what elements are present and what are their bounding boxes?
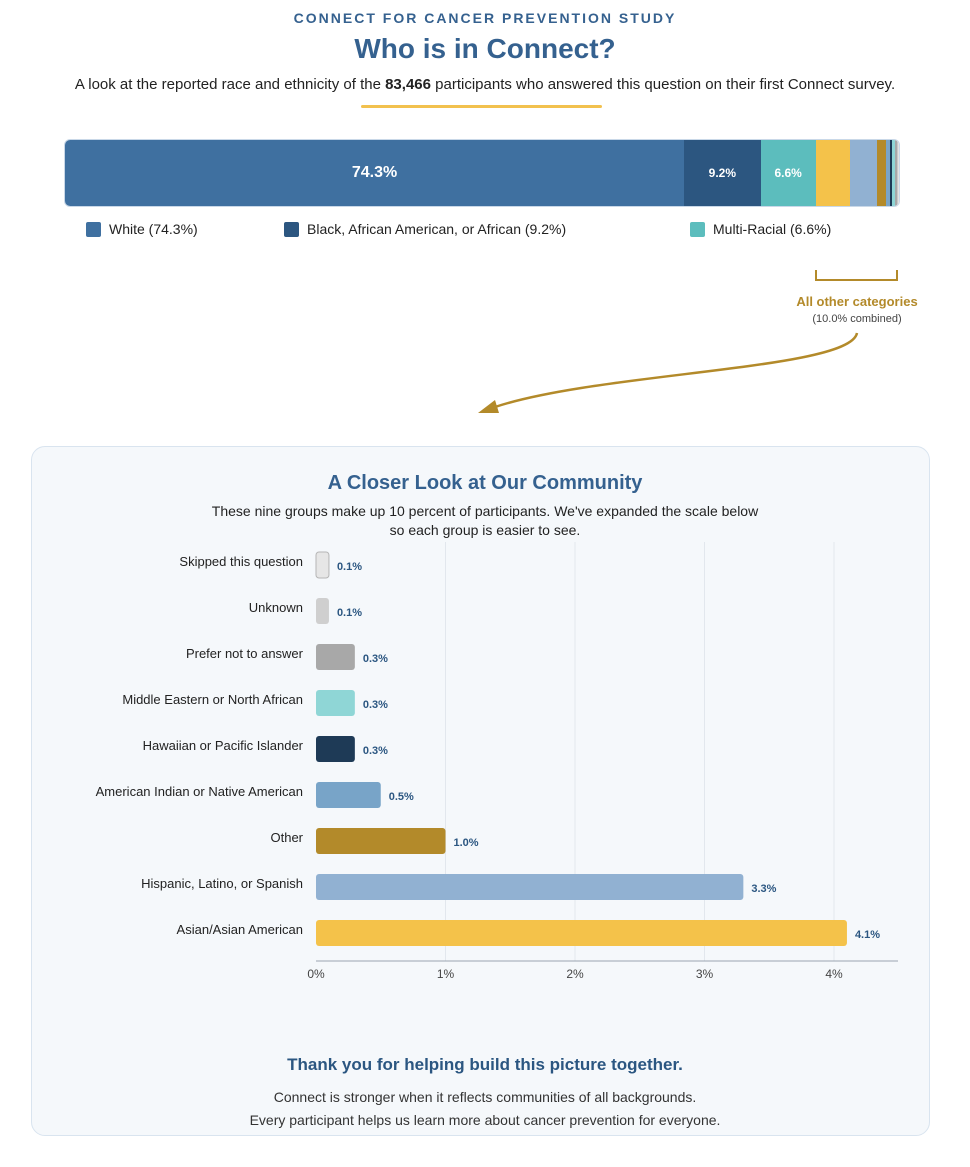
- category-label-3: Middle Eastern or North African: [122, 692, 303, 707]
- bar-3: [316, 690, 355, 716]
- x-tick-label-2: 2%: [566, 967, 584, 981]
- page-subtitle: A look at the reported race and ethnicit…: [0, 76, 970, 93]
- stacked-segment-3: [815, 140, 850, 206]
- stacked-segment-label-1: 9.2%: [708, 166, 737, 180]
- stacked-segment-7: [889, 140, 893, 206]
- other-categories-sublabel: (10.0% combined): [812, 313, 902, 325]
- thanks-line-2: Every participant helps us learn more ab…: [249, 1112, 721, 1128]
- closer-look-bar-chart: 0% 1% 2% 3% 4% Skipped this question 0.1% Unkno…: [96, 542, 898, 981]
- panel-description: These nine groups make up 10 percent of …: [185, 502, 785, 540]
- category-label-1: Unknown: [249, 600, 303, 615]
- bar-5: [316, 782, 381, 808]
- subtitle-pre: A look at the reported race and ethnicit…: [74, 76, 386, 93]
- curved-arrow: [478, 332, 859, 413]
- stacked-segment-9: [894, 140, 898, 206]
- stacked-segment-label-0: 74.3%: [351, 164, 398, 181]
- panel-title: A Closer Look at Our Community: [327, 472, 643, 494]
- page-title: Who is in Connect?: [354, 33, 616, 64]
- legend-label: Black, African American, or African (9.2…: [307, 221, 567, 237]
- thanks-title: Thank you for helping build this picture…: [287, 1055, 683, 1074]
- stacked-segment-2: [760, 140, 816, 206]
- bar-8: [316, 920, 847, 946]
- bar-6: [316, 828, 446, 854]
- x-tick-label-4: 4%: [825, 967, 843, 981]
- x-tick-label-3: 3%: [696, 967, 714, 981]
- stacked-segment-5: [877, 140, 886, 206]
- x-tick-label-1: 1%: [437, 967, 455, 981]
- other-categories-bracket: [815, 270, 898, 281]
- title-underline: [361, 105, 602, 108]
- value-label-4: 0.3%: [363, 745, 388, 757]
- legend-item-2: Multi-Racial (6.6%): [690, 221, 831, 237]
- category-label-7: Hispanic, Latino, or Spanish: [141, 876, 303, 891]
- value-label-6: 1.0%: [454, 837, 479, 849]
- bar-2: [316, 644, 355, 670]
- legend-swatch: [284, 221, 299, 237]
- value-label-7: 3.3%: [751, 883, 776, 895]
- legend-item-1: Black, African American, or African (9.2…: [284, 221, 566, 237]
- stacked-segment-10: [897, 140, 899, 206]
- stacked-segment-11: [898, 140, 899, 206]
- category-label-8: Asian/Asian American: [177, 922, 303, 937]
- legend-swatch: [86, 221, 101, 237]
- panel-desc-line1: These nine groups make up 10 percent of …: [211, 503, 759, 519]
- value-label-3: 0.3%: [363, 699, 388, 711]
- legend-swatch: [690, 221, 705, 237]
- subtitle-post: participants who answered this question …: [430, 76, 896, 93]
- legend-item-0: White (74.3%): [86, 221, 198, 237]
- bar-0: [315, 551, 330, 579]
- participant-count: 83,466: [385, 76, 431, 93]
- closer-look-panel: [31, 446, 930, 1136]
- bar-4: [316, 736, 355, 762]
- category-label-2: Prefer not to answer: [186, 646, 304, 661]
- category-label-0: Skipped this question: [179, 554, 303, 569]
- arrow-curve: [494, 332, 859, 409]
- stacked-segment-6: [885, 140, 890, 206]
- bar-1: [316, 598, 329, 624]
- value-label-2: 0.3%: [363, 653, 388, 665]
- study-kicker: CONNECT FOR CANCER PREVENTION STUDY: [293, 10, 677, 26]
- category-label-5: American Indian or Native American: [96, 784, 303, 799]
- arrowhead: [478, 400, 499, 413]
- legend-label: Multi-Racial (6.6%): [713, 221, 832, 237]
- value-label-0: 0.1%: [337, 561, 362, 573]
- panel-desc-line2: so each group is easier to see.: [389, 522, 581, 538]
- stacked-segment-4: [849, 140, 878, 206]
- category-label-4: Hawaiian or Pacific Islander: [143, 738, 304, 753]
- value-label-1: 0.1%: [337, 607, 362, 619]
- bar-7: [316, 874, 744, 900]
- legend-label: White (74.3%): [109, 221, 198, 237]
- x-tick-label-0: 0%: [307, 967, 325, 981]
- category-label-6: Other: [270, 830, 303, 845]
- value-label-5: 0.5%: [389, 791, 414, 803]
- stacked-segment-label-2: 6.6%: [774, 166, 802, 180]
- stacked-segment-1: [684, 140, 761, 206]
- other-categories-label: All other categories: [796, 294, 918, 309]
- value-label-8: 4.1%: [855, 929, 880, 941]
- thanks-line-1: Connect is stronger when it reflects com…: [273, 1089, 697, 1105]
- stacked-bar: 74.3% 9.2% 6.6%: [64, 139, 900, 207]
- stacked-segment-8: [892, 140, 895, 206]
- stacked-segment-0: [65, 140, 685, 206]
